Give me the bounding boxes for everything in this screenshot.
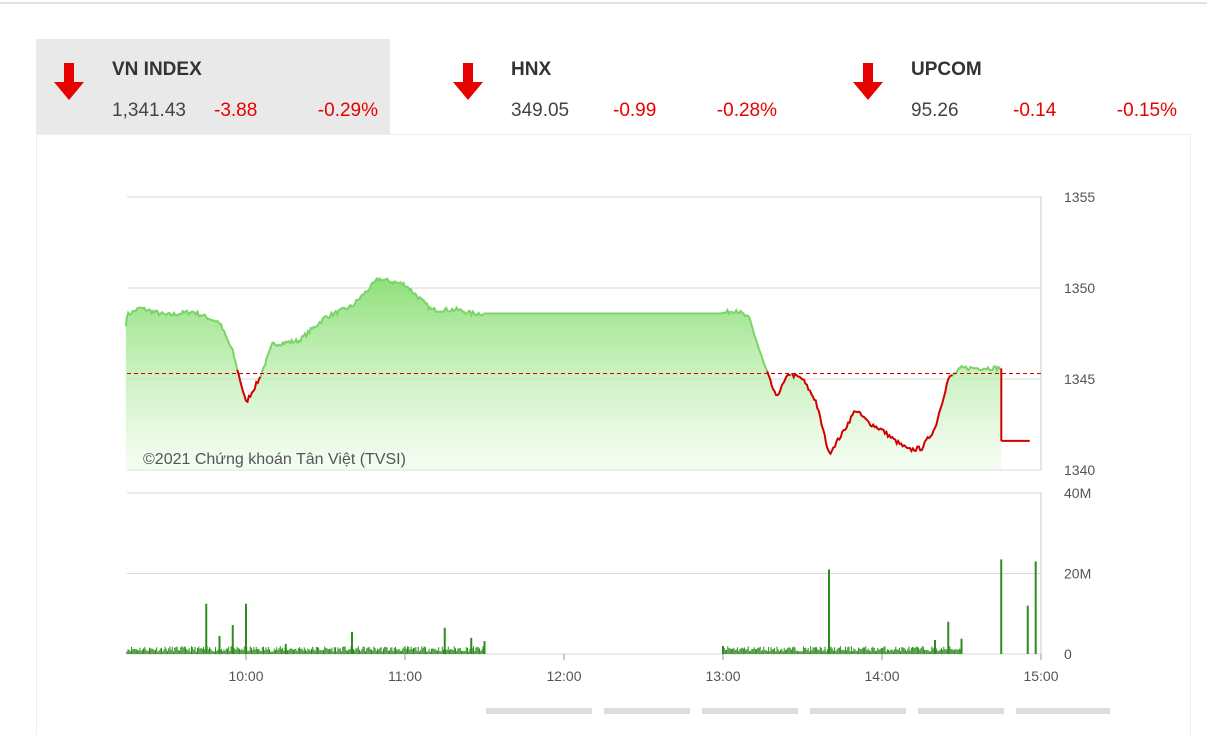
price-line-segment xyxy=(124,306,239,370)
tab-stub[interactable] xyxy=(810,708,906,714)
time-tick-label: 11:00 xyxy=(388,668,422,684)
price-area-fill xyxy=(125,278,1002,470)
volume-tick-label: 0 xyxy=(1064,646,1072,662)
price-line-segment xyxy=(766,370,791,397)
index-percent: -0.28% xyxy=(716,100,777,121)
chart-panel xyxy=(36,134,1191,735)
index-value: 349.05 xyxy=(511,100,570,121)
top-divider xyxy=(0,2,1207,4)
time-tick-label: 12:00 xyxy=(546,668,581,684)
time-tick-label: 14:00 xyxy=(864,668,899,684)
index-value: 1,341.43 xyxy=(112,100,186,121)
time-tick-label: 10:00 xyxy=(228,668,263,684)
price-tick-label: 1345 xyxy=(1064,371,1095,387)
price-line-segment xyxy=(791,372,953,456)
index-name: UPCOM xyxy=(911,59,982,80)
price-tick-label: 1340 xyxy=(1064,462,1095,478)
price-line-segment xyxy=(236,369,262,404)
time-tick-label: 15:00 xyxy=(1023,668,1058,684)
index-card-vnindex[interactable]: VN INDEX 1,341.43 -3.88 -0.29% xyxy=(36,39,390,134)
index-card-upcom[interactable]: UPCOM 95.26 -0.14 -0.15% xyxy=(835,39,1189,134)
price-lines xyxy=(124,276,1041,456)
price-line-segment xyxy=(951,364,1002,376)
time-tick-label: 13:00 xyxy=(705,668,740,684)
time-axis: 10:00 11:00 12:00 13:00 14:00 15:00 xyxy=(228,654,1059,684)
index-change: -0.14 xyxy=(1013,100,1057,121)
tab-stub[interactable] xyxy=(604,708,690,714)
price-line-segment xyxy=(259,276,769,378)
watermark-text: ©2021 Chứng khoán Tân Việt (TVSI) xyxy=(143,451,406,468)
tab-stub[interactable] xyxy=(702,708,798,714)
intraday-chart: 1340 1345 1350 1355 ©2021 Chứng khoán Tân V… xyxy=(124,189,1095,684)
price-tick-label: 1350 xyxy=(1064,280,1095,296)
price-axis: 1340 1345 1350 1355 xyxy=(1064,189,1095,478)
tab-stub[interactable] xyxy=(486,708,592,714)
arrow-down-icon xyxy=(54,63,84,100)
price-area xyxy=(125,278,1002,470)
tab-stub[interactable] xyxy=(918,708,1004,714)
index-name: HNX xyxy=(511,59,552,80)
price-tick-label: 1355 xyxy=(1064,189,1095,205)
index-change: -3.88 xyxy=(214,100,258,121)
volume-tick-label: 40M xyxy=(1064,485,1091,501)
index-change: -0.99 xyxy=(613,100,657,121)
index-percent: -0.15% xyxy=(1116,100,1177,121)
index-card-hnx[interactable]: HNX 349.05 -0.99 -0.28% xyxy=(435,39,789,134)
arrow-down-icon xyxy=(453,63,483,100)
index-percent: -0.29% xyxy=(317,100,378,121)
index-value: 95.26 xyxy=(911,100,959,121)
volume-bars xyxy=(126,559,1037,654)
volume-tick-label: 20M xyxy=(1064,566,1091,582)
volume-grid xyxy=(127,492,1042,655)
volume-axis: 0 20M 40M xyxy=(1064,485,1091,662)
index-name: VN INDEX xyxy=(112,59,202,80)
tab-stub[interactable] xyxy=(1016,708,1110,714)
arrow-down-icon xyxy=(853,63,883,100)
